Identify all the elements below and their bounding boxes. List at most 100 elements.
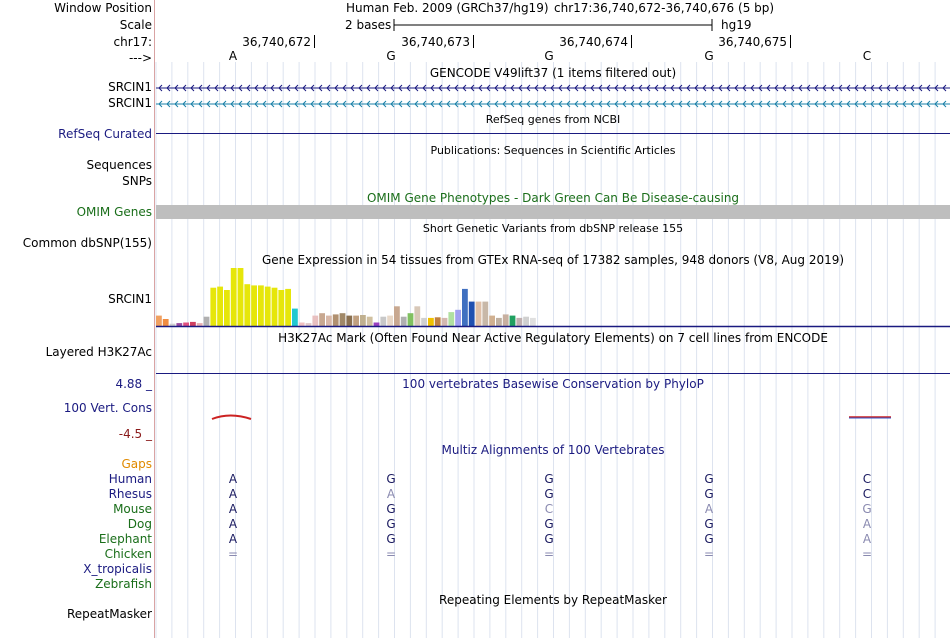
strand-chevron — [526, 84, 531, 92]
strand-chevron — [910, 84, 915, 92]
strand-chevron — [446, 84, 451, 92]
gtex-tissue-bar — [224, 290, 230, 326]
gencode-transcript-1[interactable] — [156, 81, 950, 95]
omim-feature-bar[interactable] — [156, 205, 950, 219]
strand-chevron — [254, 84, 259, 92]
strand-chevron — [366, 100, 371, 108]
alignment-base: = — [227, 547, 239, 561]
strand-chevron — [590, 84, 595, 92]
strand-chevron — [622, 100, 627, 108]
sequences-label[interactable]: Sequences — [86, 158, 152, 172]
strand-chevron — [646, 84, 651, 92]
strand-chevron — [590, 100, 595, 108]
strand-chevron — [222, 100, 227, 108]
alignment-base: G — [704, 517, 714, 531]
gtex-tissue-bar — [319, 313, 325, 326]
gtex-tissue-bar — [468, 301, 475, 326]
phylop-graph[interactable] — [156, 408, 950, 428]
h3k27ac-baseline — [156, 373, 950, 374]
strand-chevron — [630, 100, 635, 108]
strand-chevron — [910, 100, 915, 108]
strand-chevron — [758, 100, 763, 108]
strand-chevron — [766, 84, 771, 92]
strand-chevron — [246, 84, 251, 92]
omim-label[interactable]: OMIM Genes — [76, 205, 152, 219]
strand-chevron — [342, 100, 347, 108]
strand-chevron — [246, 100, 251, 108]
refseq-label[interactable]: RefSeq Curated — [58, 127, 152, 141]
strand-chevron — [278, 84, 283, 92]
strand-chevron — [342, 84, 347, 92]
strand-chevron — [486, 84, 491, 92]
strand-chevron — [638, 100, 643, 108]
gtex-expression-chart[interactable] — [156, 268, 950, 328]
gtex-tissue-bar — [516, 317, 523, 326]
species-label: Human — [108, 472, 152, 486]
strand-chevron — [942, 84, 947, 92]
phylop-label[interactable]: 100 Vert. Cons — [63, 401, 152, 415]
strand-chevron — [286, 100, 291, 108]
strand-chevron — [606, 100, 611, 108]
strand-chevron — [302, 84, 307, 92]
strand-chevron — [278, 100, 283, 108]
strand-chevron — [374, 100, 379, 108]
strand-chevron — [254, 100, 259, 108]
strand-chevron — [318, 84, 323, 92]
strand-chevron — [382, 84, 387, 92]
gtex-tissue-bar — [400, 316, 407, 326]
strand-chevron — [414, 100, 419, 108]
strand-chevron — [566, 100, 571, 108]
species-label: X_tropicalis — [83, 562, 152, 576]
strand-chevron — [238, 84, 243, 92]
strand-chevron — [534, 100, 539, 108]
gencode-gene-label-2[interactable]: SRCIN1 — [108, 96, 152, 110]
refseq-gene-line[interactable] — [156, 133, 950, 134]
strand-chevron — [702, 100, 707, 108]
gencode-gene-label-1[interactable]: SRCIN1 — [108, 80, 152, 94]
strand-chevron — [734, 84, 739, 92]
h3k27ac-label[interactable]: Layered H3K27Ac — [45, 345, 152, 359]
strand-chevron — [582, 100, 587, 108]
strand-chevron — [374, 84, 379, 92]
strand-chevron — [830, 84, 835, 92]
strand-chevron — [518, 84, 523, 92]
strand-chevron — [214, 84, 219, 92]
gencode-transcript-2[interactable] — [156, 97, 950, 111]
strand-chevron — [358, 84, 363, 92]
ruler-tick — [473, 35, 474, 48]
strand-chevron — [358, 100, 363, 108]
dbsnp-label[interactable]: Common dbSNP(155) — [22, 236, 152, 250]
species-label: Rhesus — [108, 487, 152, 501]
snps-label[interactable]: SNPs — [122, 174, 152, 188]
alignment-base: G — [386, 517, 396, 531]
strand-chevron — [846, 100, 851, 108]
strand-chevron — [854, 84, 859, 92]
strand-chevron — [686, 100, 691, 108]
strand-chevron — [742, 100, 747, 108]
strand-chevron — [334, 100, 339, 108]
strand-chevron — [310, 84, 315, 92]
gtex-gene-label[interactable]: SRCIN1 — [108, 292, 152, 306]
strand-chevron — [510, 100, 515, 108]
gtex-tissue-bar — [258, 285, 264, 326]
repeatmasker-label[interactable]: RepeatMasker — [66, 607, 152, 621]
strand-chevron — [646, 100, 651, 108]
alignment-base: C — [862, 472, 872, 486]
gtex-tissue-bar — [278, 290, 285, 326]
strand-chevron — [382, 100, 387, 108]
label-divider — [154, 0, 155, 638]
strand-chevron — [830, 100, 835, 108]
strand-chevron — [926, 84, 931, 92]
strand-chevron — [398, 84, 403, 92]
dbsnp-track-title: Short Genetic Variants from dbSNP releas… — [422, 222, 684, 235]
strand-chevron — [350, 84, 355, 92]
strand-chevron — [774, 100, 779, 108]
strand-chevron — [158, 100, 163, 108]
strand-chevron — [214, 100, 219, 108]
strand-chevron — [686, 84, 691, 92]
strand-chevron — [726, 100, 731, 108]
strand-chevron — [726, 84, 731, 92]
strand-chevron — [462, 84, 467, 92]
strand-chevron — [606, 84, 611, 92]
gtex-tissue-bar — [448, 312, 455, 326]
